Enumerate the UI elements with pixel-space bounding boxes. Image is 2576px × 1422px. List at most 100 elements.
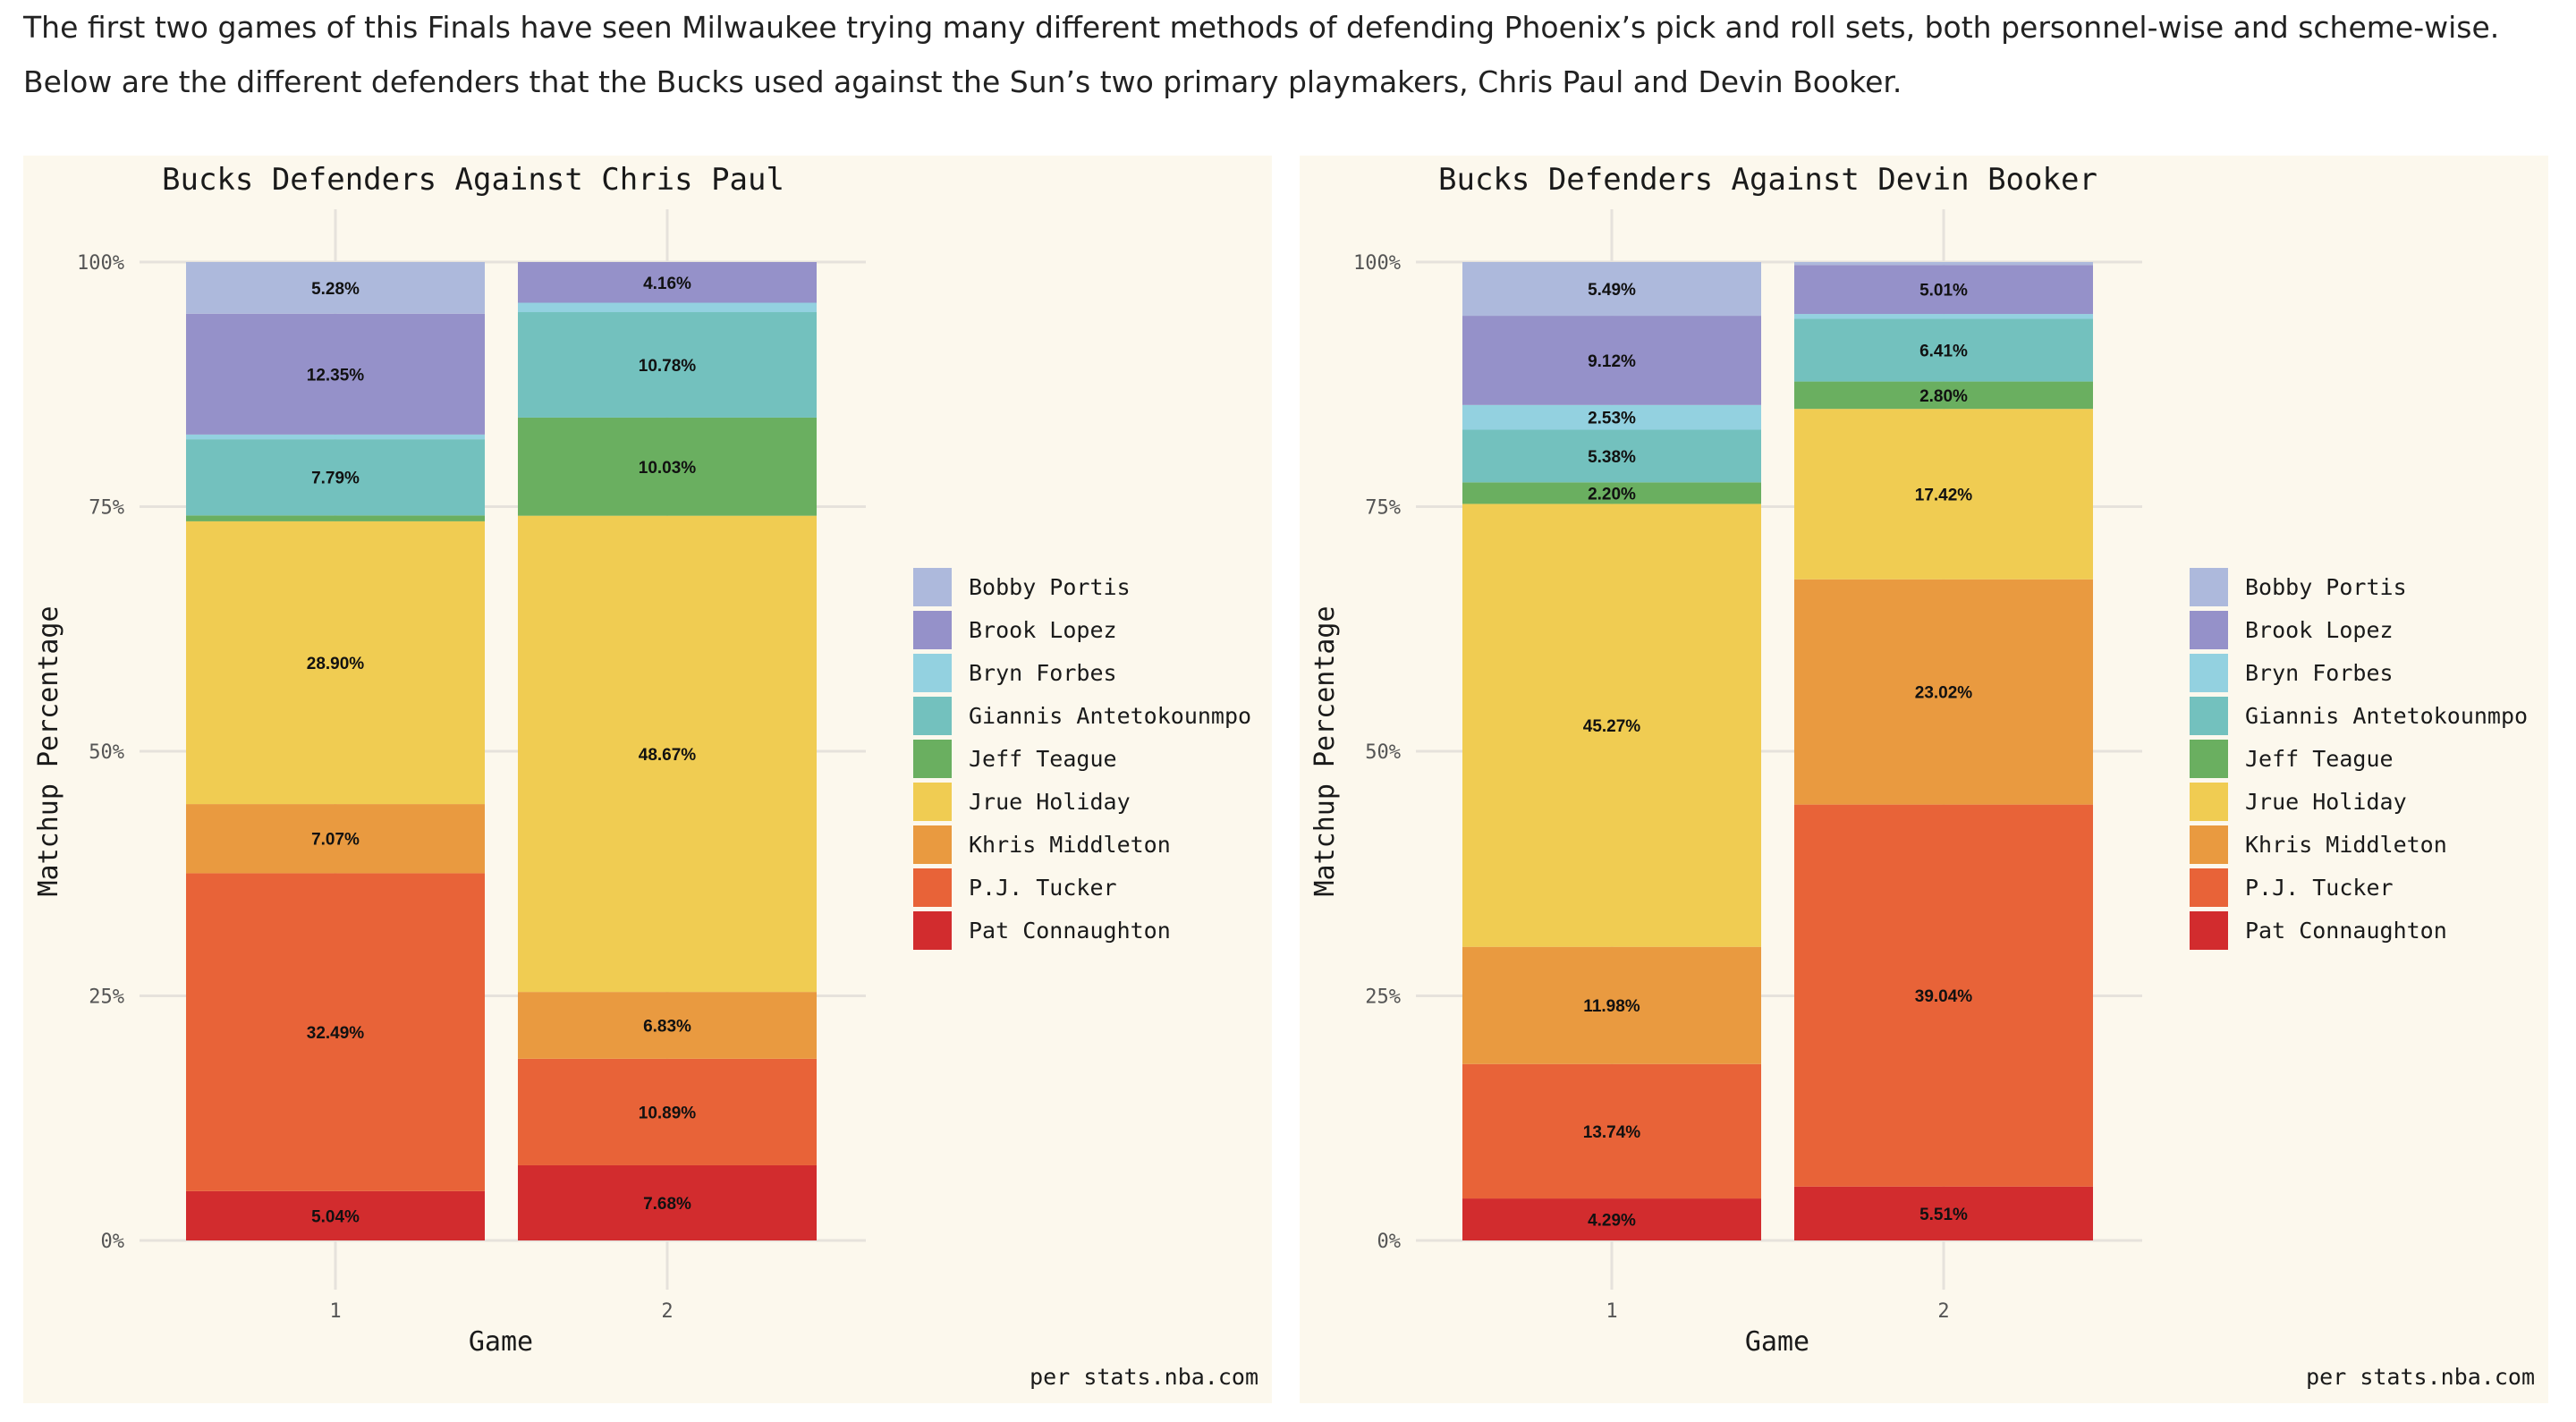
data-label: 9.12% xyxy=(1588,352,1636,371)
bar-segment-giannis-antetokounmpo-game-1 xyxy=(186,439,485,516)
y-tick-label: 100% xyxy=(77,252,124,275)
bar-segment-giannis-antetokounmpo-game-2 xyxy=(1794,318,2093,382)
legend-key-bobby-portis xyxy=(913,568,952,606)
x-axis-label: Game xyxy=(1745,1326,1809,1358)
bar-segment-jeff-teague-game-2 xyxy=(1794,381,2093,410)
bar-segment-giannis-antetokounmpo-game-2 xyxy=(518,312,817,418)
bar-segment-p-j-tucker-game-1 xyxy=(1462,1063,1761,1199)
y-tick-labels: 0% 25% 50% 75% 100% xyxy=(1353,252,1401,1253)
data-label: 7.07% xyxy=(311,831,360,850)
chart-caption: per stats.nba.com xyxy=(1030,1364,1258,1390)
intro-line-1: The first two games of this Finals have … xyxy=(23,10,2500,45)
data-label: 32.49% xyxy=(307,1024,365,1043)
intro-line-2: Below are the different defenders that t… xyxy=(23,64,1902,99)
data-label: 17.42% xyxy=(1915,486,1973,504)
data-label: 5.28% xyxy=(311,280,360,299)
chart-panel-chris-paul: 5.04% 32.49% 7.07% 28.90% 7.79% 12.35% 5.28% 7.… xyxy=(23,156,1272,1403)
bar-segment-pat-connaughton-game-1 xyxy=(1462,1198,1761,1240)
legend-key-brook-lopez xyxy=(913,611,952,649)
legend-key-jeff-teague xyxy=(913,740,952,778)
legend-key-khris-middleton xyxy=(2190,825,2228,864)
legend-key-brook-lopez xyxy=(2190,611,2228,649)
data-label: 23.02% xyxy=(1915,684,1973,703)
x-tick-label: 2 xyxy=(661,1300,673,1323)
legend-label-bryn-forbes: Bryn Forbes xyxy=(969,660,1117,686)
data-label: 7.79% xyxy=(311,470,360,488)
bar-segment-jeff-teague-game-1 xyxy=(186,515,485,521)
bar-segment-brook-lopez-game-1 xyxy=(1462,316,1761,405)
bar-segment-bryn-forbes-game-2 xyxy=(518,302,817,313)
bar-segment-bryn-forbes-game-1 xyxy=(1462,404,1761,430)
bar-segment-pat-connaughton-game-1 xyxy=(186,1190,485,1240)
bar-segment-jeff-teague-game-2 xyxy=(518,417,817,516)
legend-label-pat-connaughton: Pat Connaughton xyxy=(969,918,1171,944)
bar-segment-jrue-holiday-game-2 xyxy=(1794,409,2093,580)
legend-key-jrue-holiday xyxy=(2190,783,2228,821)
legend-label-brook-lopez: Brook Lopez xyxy=(969,617,1117,643)
chart-title: Bucks Defenders Against Chris Paul xyxy=(162,162,784,198)
bar-segment-khris-middleton-game-2 xyxy=(518,992,817,1059)
bar-segment-jeff-teague-game-1 xyxy=(1462,482,1761,504)
data-label: 2.20% xyxy=(1588,485,1636,504)
legend-label-bryn-forbes: Bryn Forbes xyxy=(2245,660,2394,686)
y-tick-label: 75% xyxy=(1365,497,1401,520)
bar-segment-khris-middleton-game-2 xyxy=(1794,579,2093,805)
data-label: 5.04% xyxy=(311,1207,360,1226)
bar-segment-p-j-tucker-game-2 xyxy=(518,1058,817,1165)
data-label: 11.98% xyxy=(1583,997,1640,1016)
bar-segment-khris-middleton-game-1 xyxy=(1462,946,1761,1064)
legend-label-giannis-antetokounmpo: Giannis Antetokounmpo xyxy=(969,703,1251,729)
x-tick-label: 2 xyxy=(1937,1300,1949,1323)
bar-segment-bryn-forbes-game-2 xyxy=(1794,314,2093,319)
bar-segment-jrue-holiday-game-1 xyxy=(186,521,485,805)
y-tick-label: 0% xyxy=(101,1231,125,1253)
legend-label-brook-lopez: Brook Lopez xyxy=(2245,617,2394,643)
legend-key-giannis-antetokounmpo xyxy=(913,697,952,735)
x-tick-label: 1 xyxy=(329,1300,341,1323)
data-label: 5.38% xyxy=(1588,448,1636,467)
legend-label-bobby-portis: Bobby Portis xyxy=(969,574,1131,600)
bar-segment-p-j-tucker-game-1 xyxy=(186,873,485,1191)
y-axis-label: Matchup Percentage xyxy=(1309,605,1341,896)
data-label: 6.83% xyxy=(643,1017,691,1036)
y-tick-label: 50% xyxy=(1365,741,1401,764)
x-tick-label: 1 xyxy=(1606,1300,1617,1323)
bar-segment-jrue-holiday-game-1 xyxy=(1462,504,1761,947)
bars: 5.04% 32.49% 7.07% 28.90% 7.79% 12.35% 5.28% 7.… xyxy=(186,262,817,1240)
data-label: 7.68% xyxy=(643,1195,691,1214)
bar-segment-p-j-tucker-game-2 xyxy=(1794,804,2093,1187)
data-label: 39.04% xyxy=(1915,987,1973,1006)
data-label: 5.01% xyxy=(1919,282,1968,300)
legend-label-giannis-antetokounmpo: Giannis Antetokounmpo xyxy=(2245,703,2528,729)
legend-label-jrue-holiday: Jrue Holiday xyxy=(2245,789,2407,815)
legend-key-jeff-teague xyxy=(2190,740,2228,778)
data-label: 10.89% xyxy=(639,1104,697,1122)
legend-label-khris-middleton: Khris Middleton xyxy=(2245,832,2447,858)
data-label: 5.51% xyxy=(1919,1206,1968,1224)
y-axis-label: Matchup Percentage xyxy=(33,605,64,896)
bar-segment-pat-connaughton-game-2 xyxy=(1794,1186,2093,1240)
bar-segment-brook-lopez-game-2 xyxy=(1794,265,2093,315)
chart-chris-paul: 5.04% 32.49% 7.07% 28.90% 7.79% 12.35% 5.28% 7.… xyxy=(33,162,1258,1390)
y-tick-label: 25% xyxy=(89,986,124,1009)
bar-segment-bobby-portis-game-1 xyxy=(1462,262,1761,317)
bar-segment-giannis-antetokounmpo-game-1 xyxy=(1462,429,1761,483)
chart-panel-devin-booker: 4.29% 13.74% 11.98% 45.27% 2.20% 5.38% 2.53% 9.… xyxy=(1300,156,2548,1403)
bar-segment-bobby-portis-game-1 xyxy=(186,262,485,314)
data-label: 10.78% xyxy=(639,357,697,376)
legend-label-pat-connaughton: Pat Connaughton xyxy=(2245,918,2447,944)
bar-segment-pat-connaughton-game-2 xyxy=(518,1164,817,1240)
legend-key-p-j-tucker xyxy=(913,868,952,907)
data-label: 4.29% xyxy=(1588,1212,1636,1231)
data-label: 48.67% xyxy=(639,746,697,765)
data-label: 28.90% xyxy=(307,655,365,673)
legend-key-khris-middleton xyxy=(913,825,952,864)
y-tick-label: 25% xyxy=(1365,986,1401,1009)
x-axis-label: Game xyxy=(469,1326,533,1358)
legend: Bobby Portis Brook Lopez Bryn Forbes Gianni… xyxy=(913,568,1251,950)
legend-key-bryn-forbes xyxy=(2190,654,2228,692)
legend: Bobby Portis Brook Lopez Bryn Forbes Gianni… xyxy=(2190,568,2528,950)
legend-label-p-j-tucker: P.J. Tucker xyxy=(2245,875,2394,901)
